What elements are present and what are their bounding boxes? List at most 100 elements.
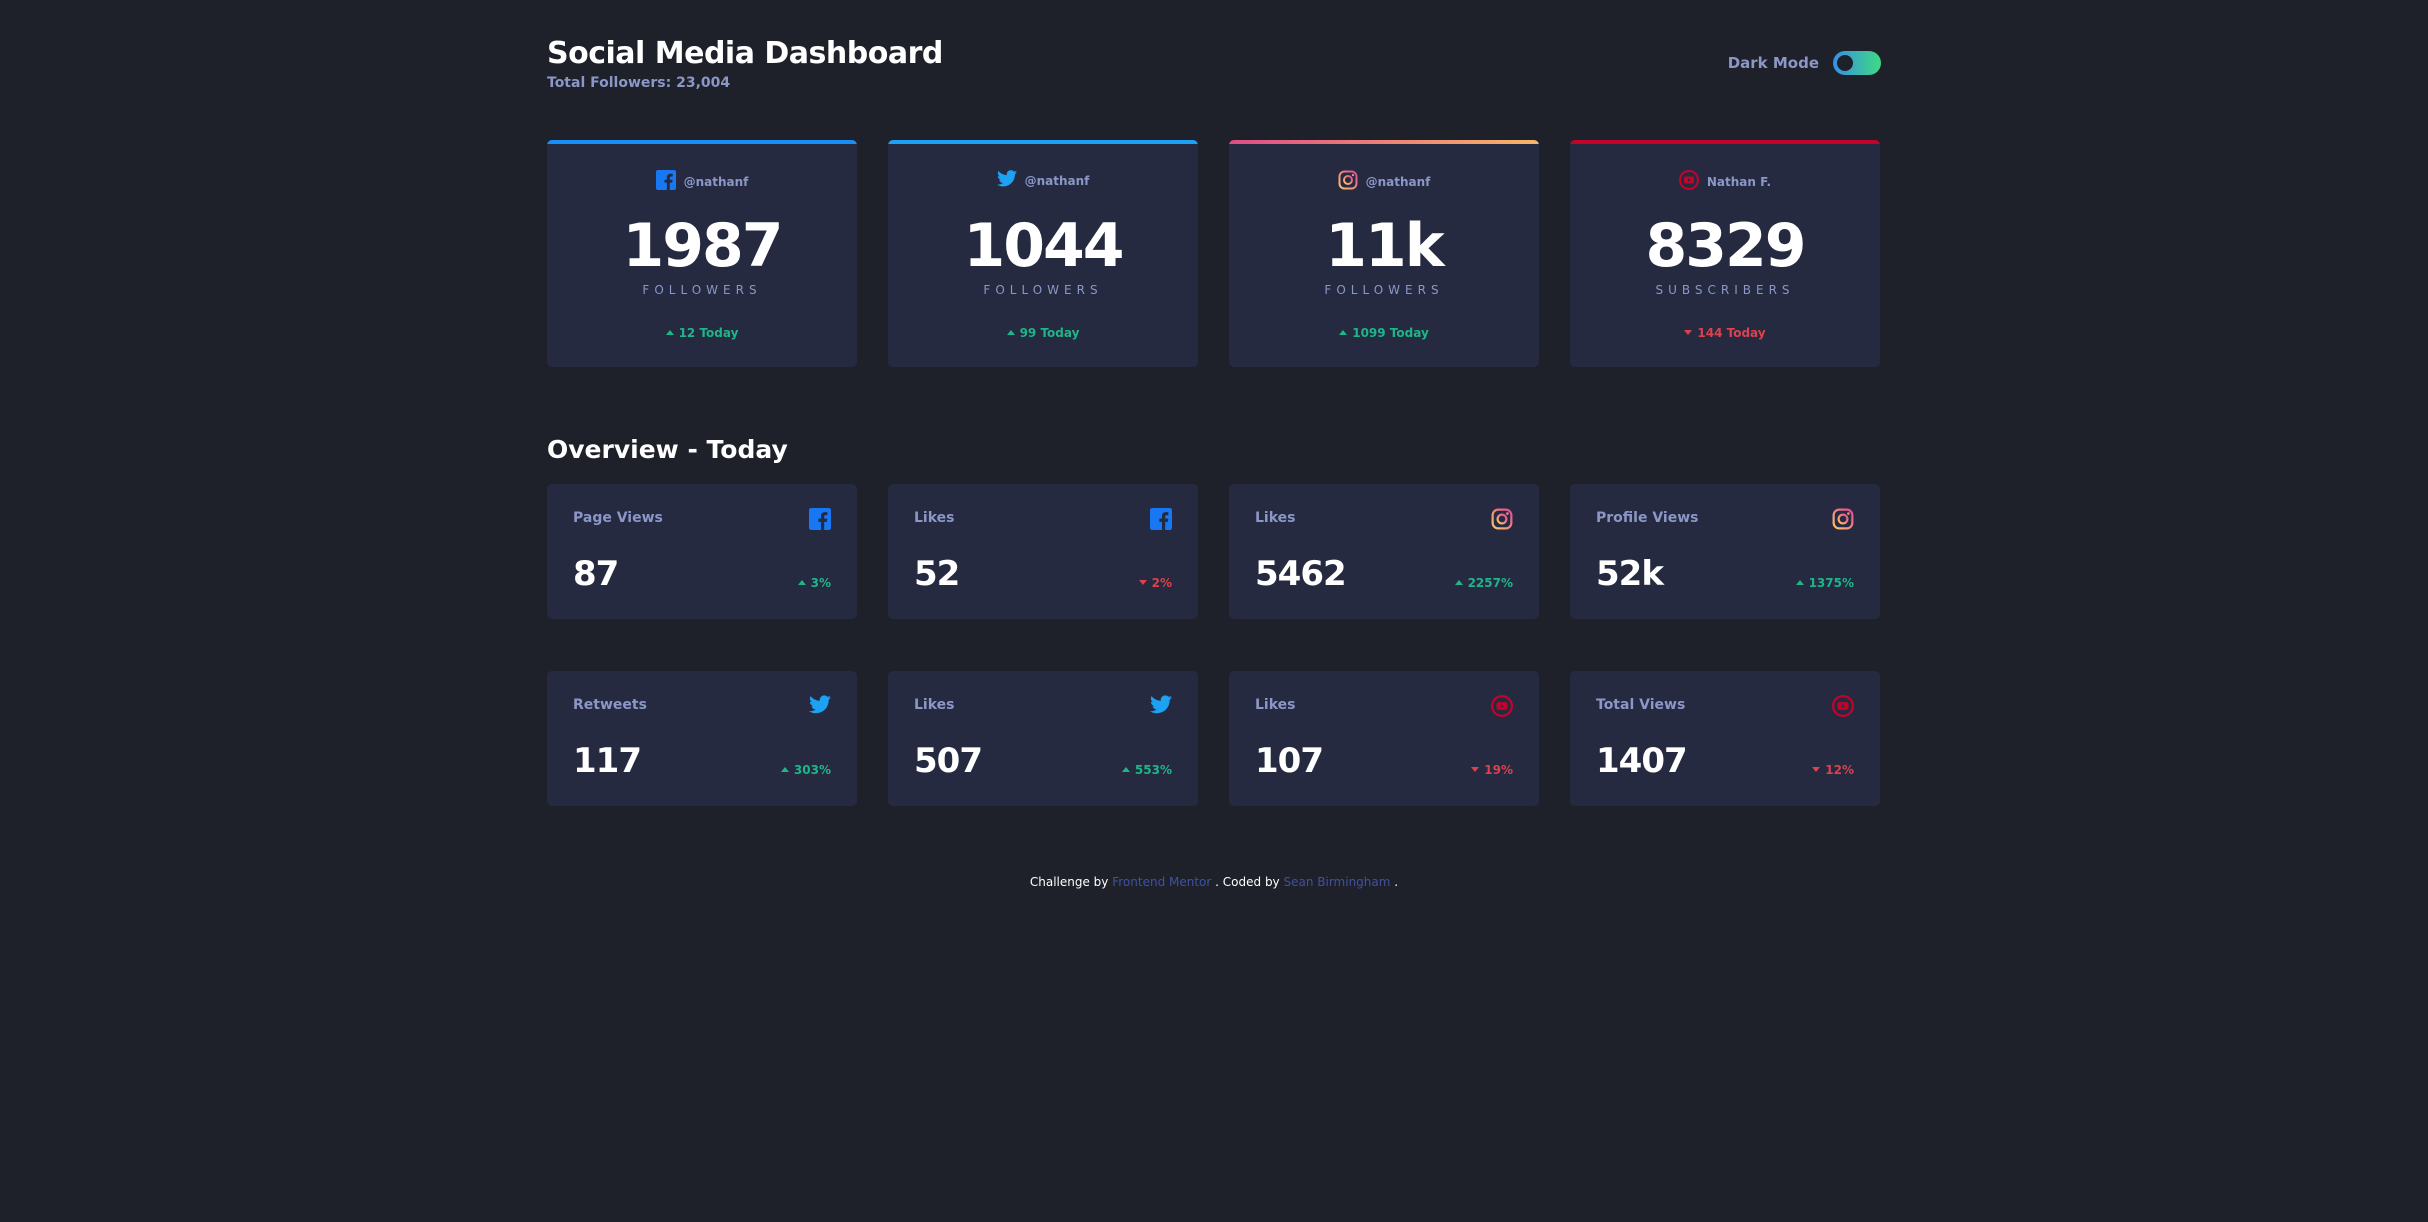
followers-unit: SUBSCRIBERS <box>1655 283 1795 297</box>
facebook-icon <box>655 170 676 194</box>
overview-change-text: 303% <box>793 763 831 777</box>
frontend-mentor-link[interactable]: Frontend Mentor <box>1112 875 1212 889</box>
dark-mode-control: Dark Mode <box>1728 51 1881 75</box>
arrow-up-icon <box>780 767 789 772</box>
arrow-down-icon <box>1684 330 1693 335</box>
card-accent-bar <box>1570 140 1880 144</box>
overview-change-text: 2257% <box>1467 576 1513 590</box>
overview-change-text: 3% <box>810 576 831 590</box>
toggle-knob <box>1837 55 1853 71</box>
youtube-icon <box>1678 170 1699 194</box>
handle-text: @nathanf <box>683 175 749 189</box>
overview-value: 52k <box>1596 554 1664 594</box>
arrow-up-icon <box>1121 767 1130 772</box>
overview-value: 5462 <box>1255 554 1347 594</box>
overview-label: Likes <box>914 697 955 713</box>
arrow-up-icon <box>665 330 674 335</box>
overview-label: Retweets <box>573 697 647 713</box>
youtube-icon <box>1832 695 1854 717</box>
overview-change: 3% <box>797 576 831 590</box>
overview-label: Likes <box>1255 697 1296 713</box>
overview-change: 19% <box>1471 763 1513 777</box>
card-accent-bar <box>888 140 1198 144</box>
followers-card-youtube[interactable]: Nathan F. 8329 SUBSCRIBERS 144 Today <box>1570 140 1880 367</box>
card-accent-bar <box>547 140 857 144</box>
author-link[interactable]: Sean Birmingham <box>1283 875 1391 889</box>
overview-card[interactable]: Page Views 87 3% <box>547 484 857 619</box>
header: Social Media Dashboard Total Followers: … <box>547 36 1881 96</box>
footer-suffix: . <box>1394 875 1399 889</box>
followers-card-instagram[interactable]: @nathanf 11k FOLLOWERS 1099 Today <box>1229 140 1539 367</box>
arrow-down-icon <box>1812 767 1821 772</box>
overview-value: 117 <box>573 741 642 781</box>
overview-label: Likes <box>1255 510 1296 526</box>
overview-change-text: 19% <box>1484 763 1513 777</box>
followers-count: 11k <box>1325 211 1444 281</box>
card-handle: @nathanf <box>1229 170 1539 194</box>
daily-change-text: 144 Today <box>1697 326 1766 340</box>
handle-text: @nathanf <box>1024 173 1090 188</box>
overview-label: Total Views <box>1596 697 1686 713</box>
overview-label: Page Views <box>573 510 663 526</box>
daily-change-text: 1099 Today <box>1352 326 1429 340</box>
overview-change: 1375% <box>1795 576 1854 590</box>
daily-change: 99 Today <box>888 326 1198 340</box>
daily-change-text: 12 Today <box>678 326 739 340</box>
dark-mode-label: Dark Mode <box>1727 54 1819 72</box>
arrow-up-icon <box>1454 580 1463 585</box>
instagram-icon <box>1832 508 1854 530</box>
arrow-down-icon <box>1138 580 1147 585</box>
page-title: Social Media Dashboard <box>547 36 943 71</box>
overview-change-text: 553% <box>1134 763 1172 777</box>
daily-change: 12 Today <box>547 326 857 340</box>
overview-card[interactable]: Likes 507 553% <box>888 671 1198 806</box>
overview-change-text: 12% <box>1825 763 1854 777</box>
arrow-up-icon <box>1795 580 1804 585</box>
overview-value: 87 <box>573 554 619 594</box>
overview-value: 1407 <box>1596 741 1688 781</box>
dark-mode-toggle[interactable] <box>1833 51 1881 75</box>
daily-change-text: 99 Today <box>1019 326 1080 340</box>
overview-change: 553% <box>1121 763 1172 777</box>
overview-value: 507 <box>914 741 983 781</box>
twitter-icon <box>1150 695 1172 717</box>
handle-text: @nathanf <box>1365 175 1431 189</box>
instagram-icon <box>1491 508 1513 530</box>
overview-value: 52 <box>914 554 960 594</box>
card-handle: @nathanf <box>547 170 857 194</box>
total-followers: Total Followers: 23,004 <box>547 75 731 91</box>
arrow-up-icon <box>1339 330 1348 335</box>
followers-count: 1044 <box>963 211 1125 281</box>
overview-change-text: 1375% <box>1808 576 1854 590</box>
overview-card[interactable]: Retweets 117 303% <box>547 671 857 806</box>
footer: Challenge by Frontend Mentor . Coded by … <box>547 875 1881 889</box>
followers-card-twitter[interactable]: @nathanf 1044 FOLLOWERS 99 Today <box>888 140 1198 367</box>
card-accent-bar <box>1229 140 1539 144</box>
card-handle: Nathan F. <box>1570 170 1880 194</box>
overview-card[interactable]: Likes 52 2% <box>888 484 1198 619</box>
overview-card[interactable]: Total Views 1407 12% <box>1570 671 1880 806</box>
followers-unit: FOLLOWERS <box>642 283 762 297</box>
overview-change: 2257% <box>1454 576 1513 590</box>
overview-change: 303% <box>780 763 831 777</box>
daily-change: 144 Today <box>1570 326 1880 340</box>
arrow-up-icon <box>1006 330 1015 335</box>
twitter-icon <box>809 695 831 717</box>
handle-text: Nathan F. <box>1706 175 1772 189</box>
followers-unit: FOLLOWERS <box>1324 283 1444 297</box>
card-handle: @nathanf <box>888 170 1198 191</box>
overview-card[interactable]: Likes 107 19% <box>1229 671 1539 806</box>
overview-label: Profile Views <box>1596 510 1699 526</box>
overview-card[interactable]: Profile Views 52k 1375% <box>1570 484 1880 619</box>
followers-unit: FOLLOWERS <box>983 283 1103 297</box>
overview-card[interactable]: Likes 5462 2257% <box>1229 484 1539 619</box>
footer-prefix: Challenge by <box>1029 875 1109 889</box>
facebook-icon <box>809 508 831 530</box>
followers-count: 1987 <box>622 211 784 281</box>
followers-card-facebook[interactable]: @nathanf 1987 FOLLOWERS 12 Today <box>547 140 857 367</box>
followers-count: 8329 <box>1645 211 1807 281</box>
overview-change: 2% <box>1138 576 1172 590</box>
facebook-icon <box>1150 508 1172 530</box>
overview-label: Likes <box>914 510 955 526</box>
youtube-icon <box>1491 695 1513 717</box>
